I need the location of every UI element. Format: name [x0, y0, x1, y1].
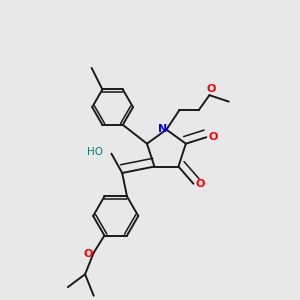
Text: HO: HO [87, 147, 103, 157]
Text: O: O [195, 179, 205, 189]
Text: N: N [158, 124, 167, 134]
Text: O: O [208, 132, 218, 142]
Text: O: O [84, 249, 93, 259]
Text: O: O [206, 84, 216, 94]
